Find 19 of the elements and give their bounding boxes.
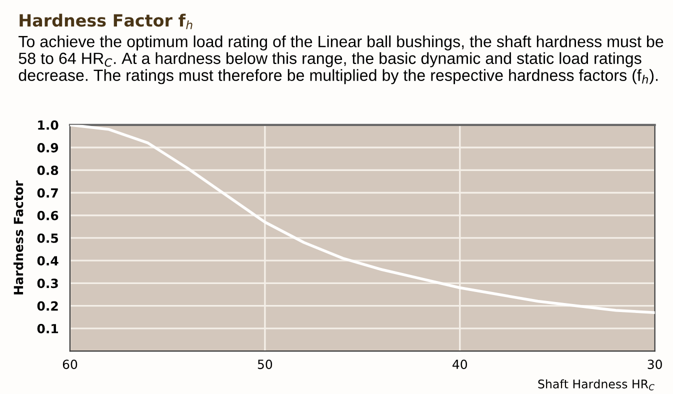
y-tick-label: 1.0 [38, 120, 58, 130]
x-tick-label: 30 [648, 360, 662, 370]
y-tick-label: 0.5 [37, 233, 58, 243]
x-tick-label: 50 [258, 360, 272, 370]
line-series [70, 124, 655, 314]
y-tick-label: 0.9 [37, 142, 58, 152]
x-axis-title: Shaft Hardness HR$_{C}$ [538, 379, 654, 390]
x-tick-label: 40 [452, 360, 468, 370]
y-tick-label: 0.8 [37, 166, 58, 176]
y-tick-label: 0.1 [37, 324, 58, 334]
y-tick-label: 0.7 [37, 188, 58, 198]
y-tick-label: 0.3 [37, 278, 58, 288]
chart-title: Hardness Factor f$_{h}$ [20, 14, 192, 30]
y-axis-title: Hardness Factor [14, 180, 24, 294]
y-tick-label: 0.4 [37, 256, 58, 266]
chart-subtitle: To achieve the optimum load rating of the Linear ball bushings, the shaft hardness must be 58 to 64 HR$_{C}$. At a hardness below this range, the basic dynamic and static load ratings decrease. The ratings must therefore be multiplied by the respective hardness factors (f$_{h}$). [18, 35, 664, 84]
y-tick-label: 0.2 [37, 301, 58, 311]
y-tick-label: 0.6 [37, 210, 58, 220]
x-tick-label: 60 [62, 360, 78, 370]
